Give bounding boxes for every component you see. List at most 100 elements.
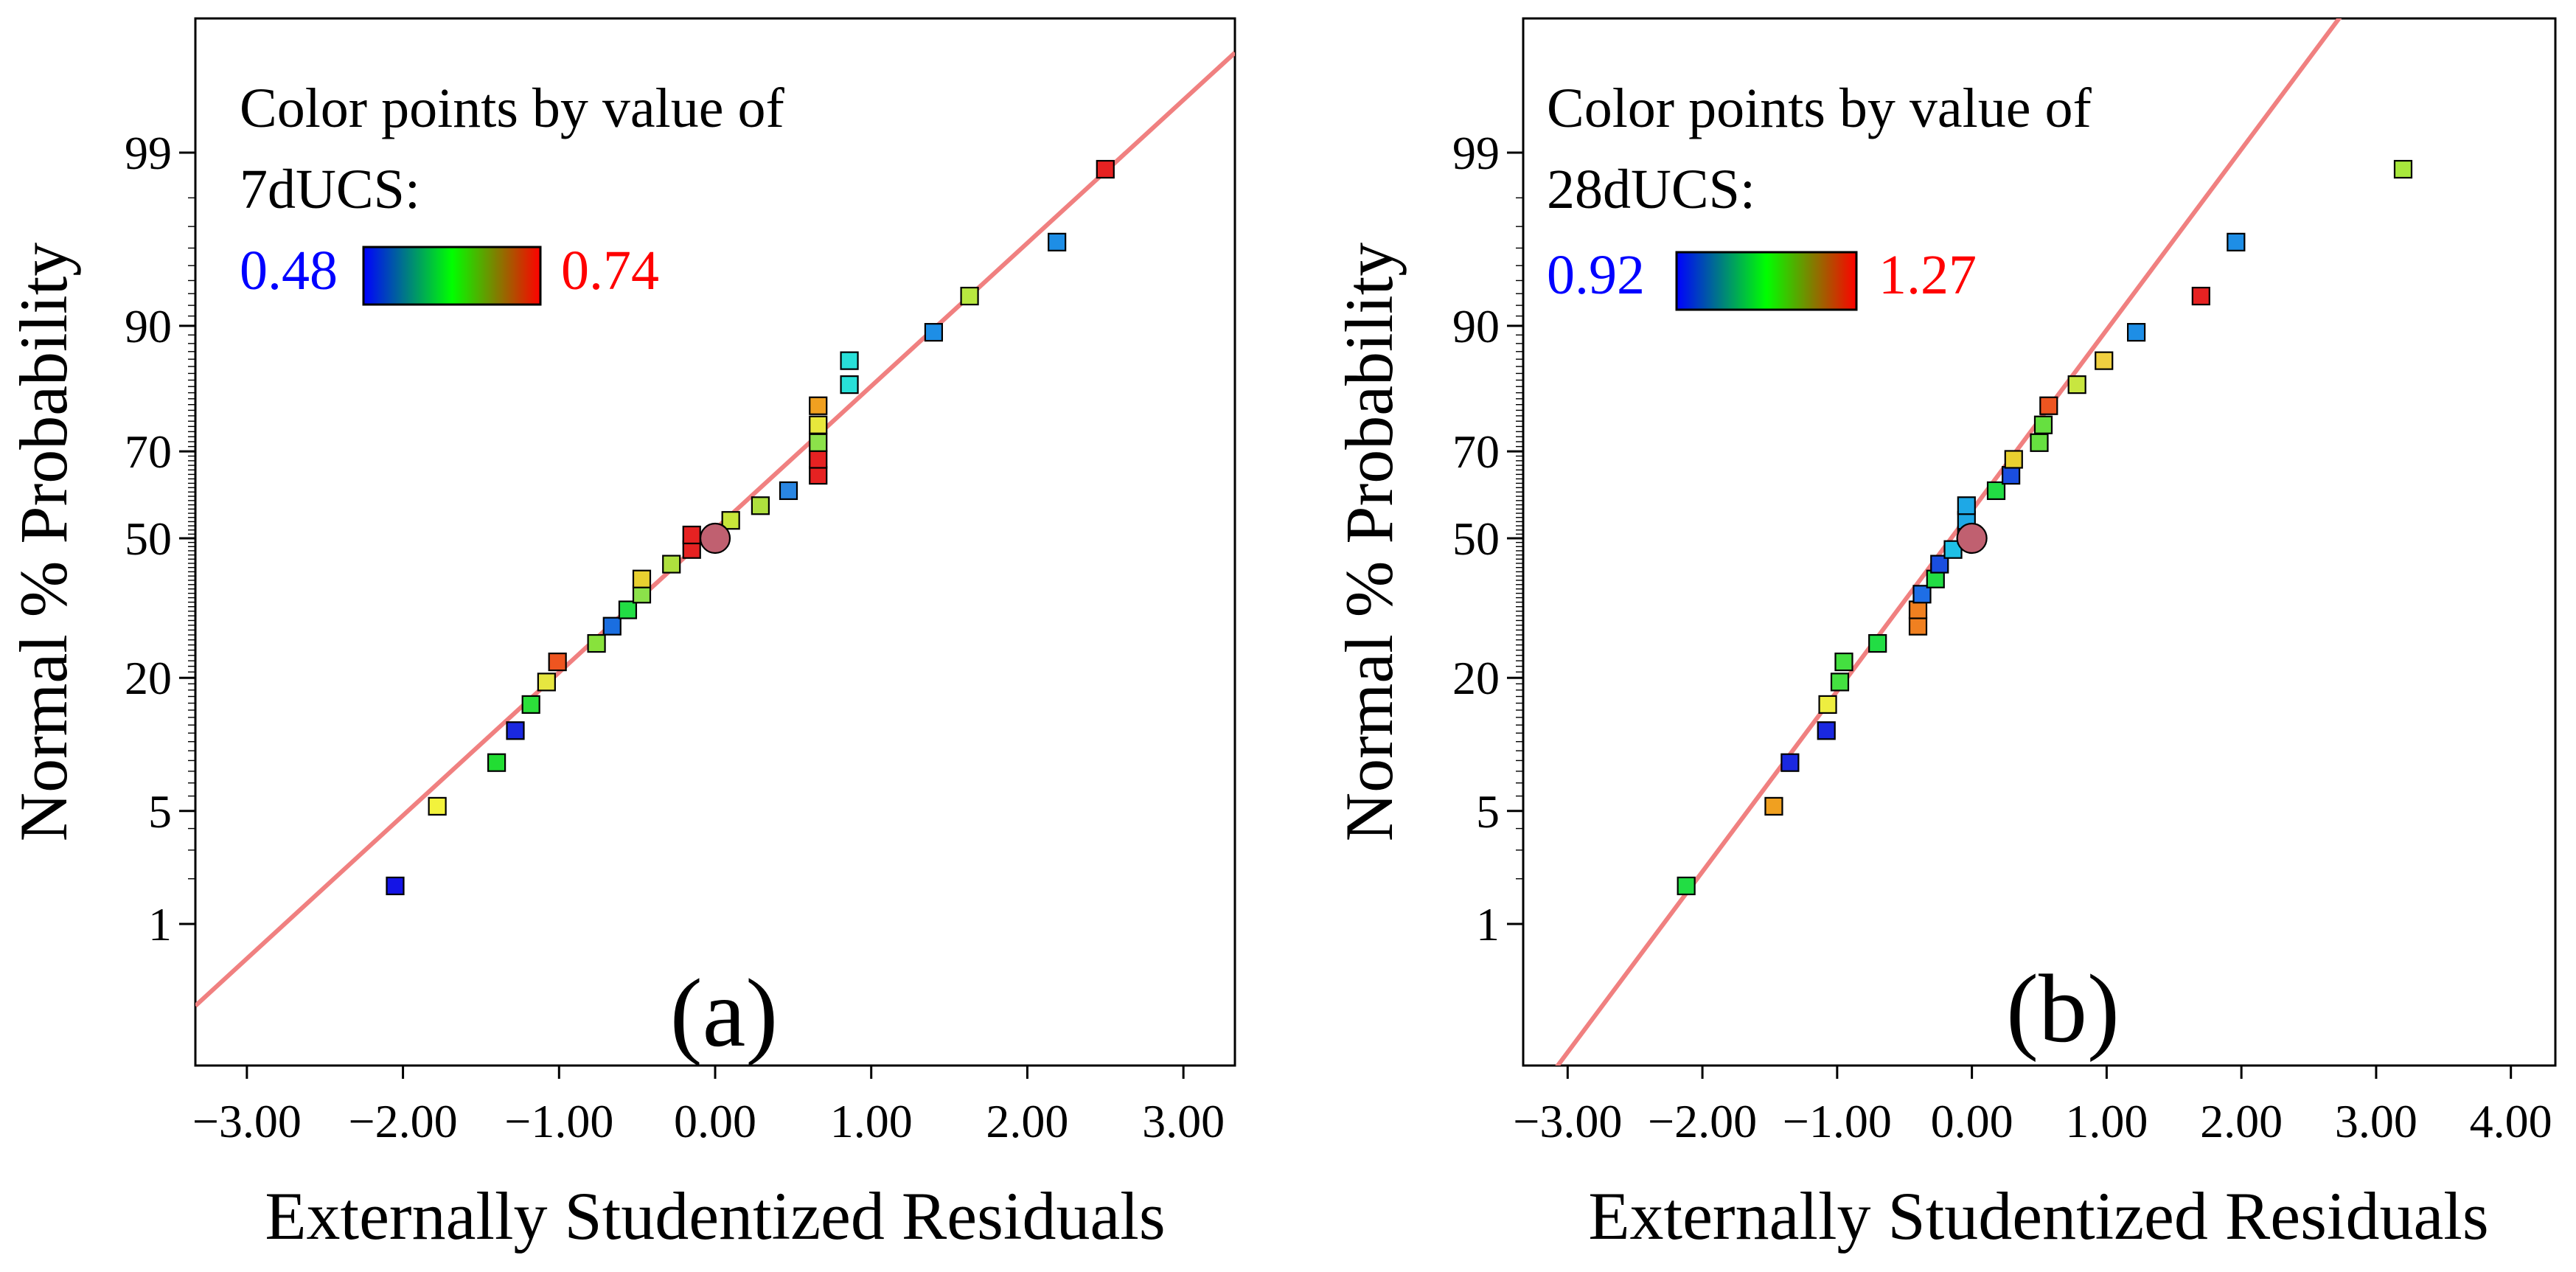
data-points — [386, 159, 1115, 896]
legend-title-line1: Color points by value of — [240, 77, 785, 139]
x-tick-label: −3.00 — [192, 1095, 302, 1147]
data-point — [721, 511, 740, 530]
data-point — [809, 465, 828, 485]
data-point — [386, 876, 405, 896]
y-tick-label: 70 — [1452, 425, 1500, 478]
panel-label: (a) — [670, 959, 779, 1067]
x-tick-label: −1.00 — [1783, 1095, 1892, 1147]
x-tick-label: 0.00 — [674, 1095, 756, 1147]
y-tick-label: 99 — [1452, 127, 1500, 179]
x-axis-ticks: −3.00 −2.00 −1.00 0.00 1.00 2.00 3.00 4.00 — [1513, 1066, 2552, 1147]
data-point — [751, 496, 770, 515]
data-point — [2126, 323, 2146, 342]
data-point — [2227, 232, 2246, 251]
data-point — [1908, 616, 1928, 636]
data-point — [809, 450, 828, 469]
panel-label: (b) — [2006, 954, 2120, 1063]
data-point — [779, 481, 798, 501]
data-point — [960, 286, 979, 306]
data-point — [1677, 876, 1696, 896]
data-point — [548, 652, 567, 672]
data-point — [2002, 465, 2021, 485]
data-point — [2033, 415, 2053, 434]
x-tick-label: −3.00 — [1513, 1095, 1622, 1147]
color-legend: Color points by value of 28dUCS: 0.92 1.… — [1547, 77, 2092, 311]
data-point — [1764, 796, 1783, 816]
data-point — [1957, 496, 1976, 515]
data-point — [2067, 375, 2086, 395]
legend-title-line2: 28dUCS: — [1547, 159, 1755, 220]
y-tick-label: 70 — [125, 425, 172, 478]
x-tick-label: 3.00 — [1142, 1095, 1225, 1147]
colorbar — [1675, 251, 1858, 311]
data-point — [506, 721, 525, 740]
legend-title-line1: Color points by value of — [1547, 77, 2092, 139]
data-point — [632, 569, 652, 588]
data-point — [662, 555, 681, 574]
legend-min-label: 0.92 — [1547, 244, 1645, 306]
data-point — [1818, 695, 1837, 715]
y-tick-label: 5 — [1476, 785, 1500, 838]
data-point — [537, 673, 556, 692]
x-axis-ticks: −3.00 −2.00 −1.00 0.00 1.00 2.00 3.00 — [192, 1066, 1225, 1147]
x-tick-label: −2.00 — [1648, 1095, 1757, 1147]
y-axis-ticks: 1 5 20 50 70 90 99 — [125, 127, 195, 950]
panel-b: 1 5 20 50 70 90 99 −3.00 −2.00 −1.00 0.00 1.00 2.00… — [1331, 17, 2557, 1254]
y-tick-label: 50 — [1452, 512, 1500, 565]
data-point — [2095, 351, 2114, 370]
data-point — [1048, 232, 1067, 251]
centroid-point — [699, 522, 731, 555]
y-tick-label: 20 — [1452, 652, 1500, 704]
x-tick-label: 4.00 — [2470, 1095, 2552, 1147]
data-point — [1986, 481, 2006, 501]
legend-max-label: 0.74 — [561, 240, 659, 302]
data-point — [1868, 633, 1887, 653]
data-point — [2393, 159, 2413, 179]
data-point — [1830, 673, 1850, 692]
data-points — [1677, 159, 2413, 896]
data-point — [2191, 286, 2210, 306]
x-tick-label: 2.00 — [2200, 1095, 2283, 1147]
legend-max-label: 1.27 — [1879, 244, 1977, 306]
y-minor-ticks — [188, 152, 195, 925]
x-tick-label: 1.00 — [2065, 1095, 2148, 1147]
color-legend: Color points by value of 7dUCS: 0.48 0.7… — [240, 77, 785, 306]
data-point — [682, 525, 701, 545]
y-tick-label: 20 — [125, 652, 172, 704]
x-tick-label: 2.00 — [986, 1095, 1068, 1147]
x-tick-label: −2.00 — [349, 1095, 458, 1147]
y-tick-label: 90 — [1452, 300, 1500, 352]
panel-a: 1 5 20 50 70 90 99 −3.00 −2.00 −1.00 0.00 1.00 2.00… — [6, 17, 1236, 1254]
x-tick-label: −1.00 — [504, 1095, 613, 1147]
x-tick-label: 3.00 — [2335, 1095, 2417, 1147]
data-point — [2030, 433, 2049, 452]
data-point — [602, 616, 622, 636]
legend-min-label: 0.48 — [240, 240, 338, 302]
x-axis-label: Externally Studentized Residuals — [1588, 1178, 2488, 1254]
data-point — [924, 323, 943, 342]
data-point — [1780, 753, 1800, 772]
y-axis-label: Normal % Probability — [6, 243, 81, 842]
data-point — [840, 351, 859, 370]
y-tick-label: 50 — [125, 512, 172, 565]
data-point — [1930, 555, 1949, 574]
data-point — [1912, 585, 1932, 604]
data-point — [809, 415, 828, 434]
y-axis-label: Normal % Probability — [1331, 243, 1407, 842]
data-point — [1817, 721, 1836, 740]
x-tick-label: 1.00 — [830, 1095, 913, 1147]
legend-title-line2: 7dUCS: — [240, 159, 420, 220]
data-point — [809, 396, 828, 415]
data-point — [1096, 159, 1115, 179]
data-point — [428, 796, 447, 816]
data-point — [487, 753, 507, 772]
data-point — [521, 695, 540, 715]
data-point — [1908, 600, 1928, 619]
y-tick-label: 5 — [148, 785, 172, 838]
data-point — [2004, 450, 2023, 469]
centroid-point — [1956, 522, 1988, 555]
x-tick-label: 0.00 — [1931, 1095, 2013, 1147]
data-point — [840, 375, 859, 395]
colorbar — [362, 246, 542, 306]
